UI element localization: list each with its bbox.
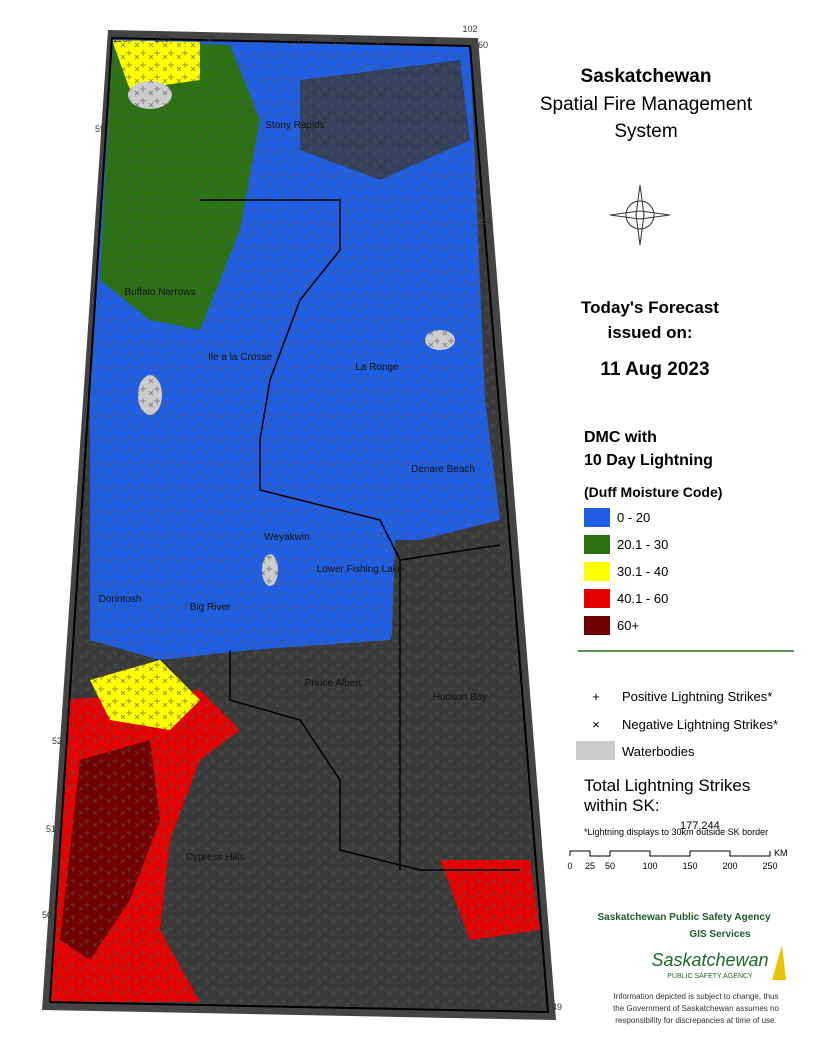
legend-swatch: [584, 589, 610, 608]
place: Cypress Hills: [186, 852, 244, 863]
title: System: [614, 121, 677, 142]
legend-title: DMC with: [584, 429, 657, 446]
legend-label: 0 - 20: [617, 510, 650, 525]
grid-label: 59: [95, 124, 105, 134]
scale-label: 100: [642, 861, 657, 871]
grid-label: 108: [199, 34, 214, 44]
total-label: within SK:: [583, 796, 660, 815]
waterbody-swatch: [576, 741, 615, 760]
legend-title: 10 Day Lightning: [584, 452, 713, 469]
disclaimer: Information depicted is subject to chang…: [614, 992, 779, 1001]
legend-swatch: [584, 616, 610, 635]
legend-label: Waterbodies: [622, 744, 695, 759]
positive-symbol: +: [592, 689, 600, 704]
disclaimer: the Government of Saskatchewan assumes n…: [613, 1004, 779, 1013]
agency-unit: GIS Services: [689, 929, 751, 940]
legend-label: 60+: [617, 618, 639, 633]
total-label: Total Lightning Strikes: [584, 776, 750, 795]
legend-swatch: [584, 508, 610, 527]
title: Spatial Fire Management: [540, 94, 753, 115]
negative-symbol: ×: [592, 717, 600, 732]
title: Saskatchewan: [581, 66, 712, 87]
province-border: [48, 36, 550, 1014]
place: Hudson Bay: [433, 692, 487, 703]
legend-label: 20.1 - 30: [617, 537, 668, 552]
scale-unit: KM: [774, 848, 788, 858]
scale-label: 150: [682, 861, 697, 871]
grid-label: 49: [552, 1002, 562, 1012]
scale-label: 250: [762, 861, 777, 871]
legend-swatch: [584, 535, 610, 554]
grid-label: 51: [46, 824, 56, 834]
grid-label: 106: [288, 36, 303, 46]
place: Big River: [190, 602, 231, 613]
forecast-date: 11 Aug 2023: [600, 359, 709, 380]
place: Denare Beach: [411, 464, 475, 475]
legend-label: Negative Lightning Strikes*: [622, 717, 778, 732]
legend-label: 30.1 - 40: [617, 564, 668, 579]
logo-text: Saskatchewan: [651, 950, 768, 970]
total-value: 177,244: [680, 820, 720, 832]
grid-label: 110: [113, 34, 127, 44]
disclaimer: responsibility for discrepancies at time…: [615, 1016, 776, 1025]
legend-subtitle: (Duff Moisture Code): [584, 484, 722, 500]
scale-label: 0: [567, 861, 572, 871]
agency-name: Saskatchewan Public Safety Agency: [597, 912, 770, 923]
grid-label: 58: [482, 216, 492, 226]
grid-label: 60: [478, 40, 488, 50]
grid-label: 102: [462, 24, 477, 34]
grid-label: 109: [154, 34, 169, 44]
place: La Ronge: [355, 362, 399, 373]
legend-label: Positive Lightning Strikes*: [622, 689, 772, 704]
legend-label: 40.1 - 60: [617, 591, 668, 606]
place-labels: Stony Rapids Buffalo Narrows Ile a la Cr…: [99, 120, 488, 863]
grid-label: 105: [332, 36, 347, 46]
place: Ile a la Crosse: [208, 352, 272, 363]
forecast-heading: Today's Forecast: [581, 298, 719, 317]
place: Dorintosh: [99, 594, 142, 605]
scale-bar: 0 25 50 100 150 200 250 KM: [567, 848, 787, 871]
place: Prince Albert: [305, 678, 362, 689]
scale-label: 25: [585, 861, 595, 871]
grid-labels: 110 109 108 106 105 104 103 102 60 59 58…: [42, 24, 562, 1012]
forecast-heading: issued on:: [607, 323, 692, 342]
place: Stony Rapids: [265, 120, 324, 131]
scale-label: 50: [605, 861, 615, 871]
legend: 0 - 20 20.1 - 30 30.1 - 40 40.1 - 60 60+: [584, 508, 668, 635]
province-map: [42, 30, 556, 1020]
place: Buffalo Narrows: [125, 287, 196, 298]
note: *Lightning displays to 30km outside SK b…: [584, 827, 768, 837]
logo-mark: [772, 945, 786, 980]
grid-label: 104: [375, 36, 390, 46]
scale-label: 200: [722, 861, 737, 871]
place: Lower Fishing Lake: [317, 564, 404, 575]
grid-label: 103: [419, 36, 434, 46]
legend-swatch: [584, 562, 610, 581]
grid-label: 50: [42, 910, 52, 920]
logo-text: PUBLIC SAFETY AGENCY: [667, 973, 753, 980]
grid-label: 52: [52, 736, 62, 746]
compass: [609, 184, 671, 246]
place: Weyakwin: [264, 532, 309, 543]
boundary-lines: [200, 199, 520, 871]
